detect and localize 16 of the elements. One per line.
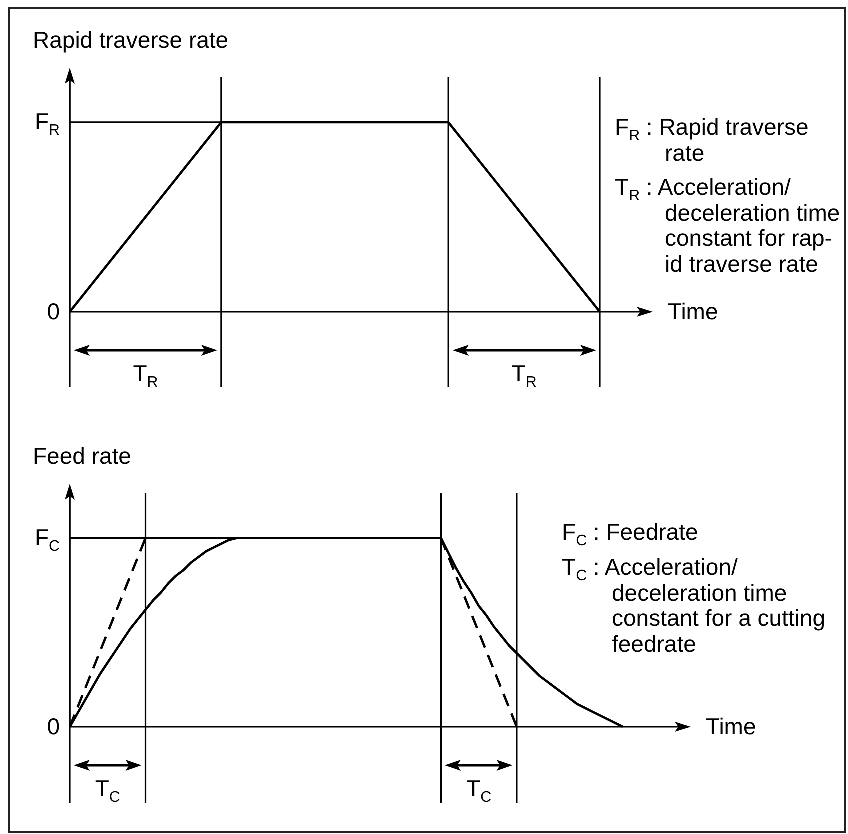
text: T$_{R}$ — [133, 360, 158, 391]
y-axis-title: Rapid traverse rate — [33, 27, 229, 53]
annotation: T$_{R}$ : Acceleration/ deceleration time constant for rap- id traverse rate — [615, 174, 840, 277]
text: 0 — [47, 298, 60, 324]
annotation: F$_{C}$ : Feedrate — [562, 519, 700, 550]
text: 0 — [47, 714, 60, 740]
text: T$_{C}$ — [466, 776, 492, 806]
ref-line-label: F$_{R}$ — [34, 108, 60, 140]
x-axis-title: Time — [706, 714, 756, 740]
text: T$_{C}$ — [95, 776, 120, 806]
annotation: T$_{C}$ : Acceleration/ deceleration time constant for a cutting feedrate — [562, 554, 826, 657]
text: T$_{R}$ — [512, 360, 537, 391]
y-axis-title: Feed rate — [33, 443, 132, 469]
x-axis-title: Time — [668, 298, 718, 324]
ref-line-label: F$_{C}$ — [34, 524, 60, 556]
annotation: F$_{R}$ : Rapid traverse rate — [615, 114, 809, 166]
